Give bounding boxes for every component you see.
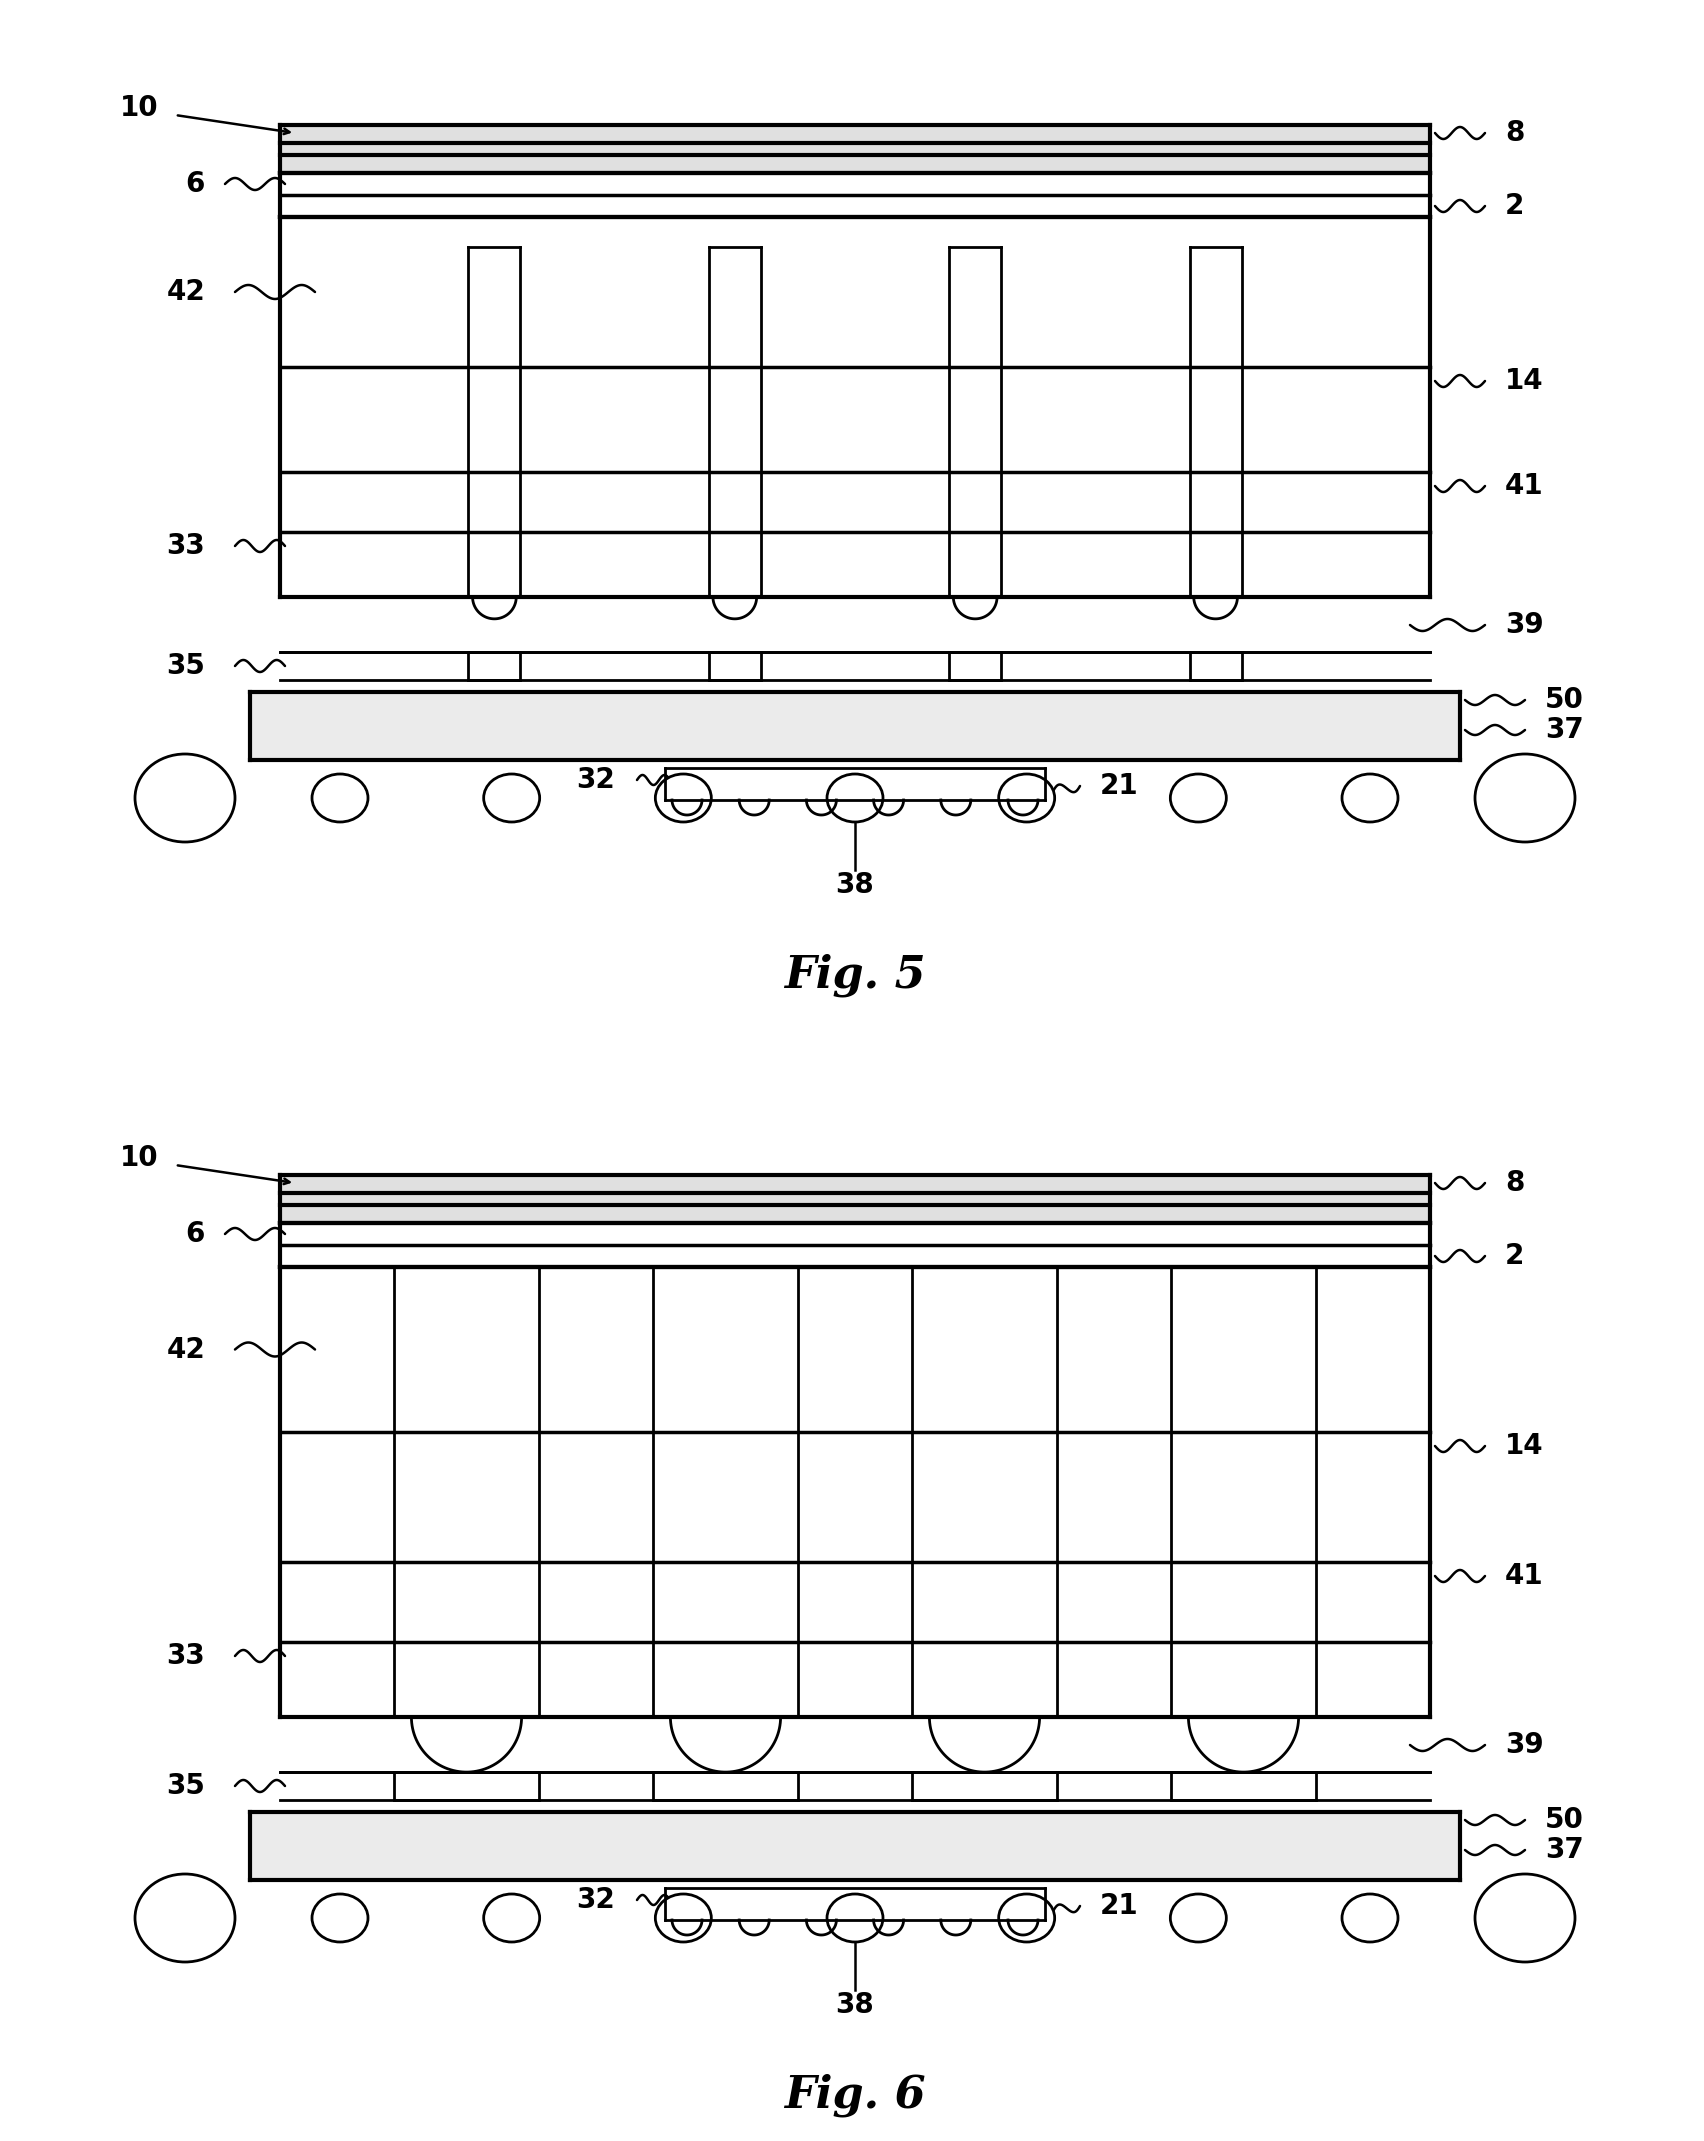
Text: 10: 10 (119, 1143, 158, 1171)
Ellipse shape (1343, 775, 1397, 822)
Ellipse shape (826, 1895, 883, 1942)
Text: 37: 37 (1546, 715, 1583, 745)
Ellipse shape (1476, 1873, 1574, 1961)
Text: 14: 14 (1505, 1432, 1544, 1460)
Ellipse shape (135, 1873, 235, 1961)
Text: 38: 38 (835, 871, 874, 899)
Text: 32: 32 (576, 766, 615, 794)
Text: 42: 42 (167, 278, 204, 306)
Text: 41: 41 (1505, 471, 1544, 501)
Ellipse shape (656, 1895, 711, 1942)
Ellipse shape (999, 775, 1055, 822)
Text: 32: 32 (576, 1886, 615, 1914)
Ellipse shape (826, 775, 883, 822)
Text: Fig. 5: Fig. 5 (784, 953, 925, 998)
Text: 37: 37 (1546, 1837, 1583, 1865)
Text: 6: 6 (186, 1220, 204, 1248)
Ellipse shape (312, 1895, 368, 1942)
Text: 10: 10 (119, 94, 158, 122)
Text: 38: 38 (835, 1991, 874, 2019)
Ellipse shape (135, 754, 235, 841)
Ellipse shape (1171, 1895, 1227, 1942)
Text: 39: 39 (1505, 610, 1544, 638)
Ellipse shape (656, 775, 711, 822)
Text: 2: 2 (1505, 193, 1525, 221)
Text: 8: 8 (1505, 120, 1525, 148)
Ellipse shape (999, 1895, 1055, 1942)
Ellipse shape (1171, 775, 1227, 822)
Ellipse shape (1476, 754, 1574, 841)
Ellipse shape (1343, 1895, 1397, 1942)
Text: 50: 50 (1546, 1807, 1585, 1835)
Text: 6: 6 (186, 169, 204, 197)
Ellipse shape (312, 775, 368, 822)
Text: 33: 33 (167, 531, 204, 561)
Text: 35: 35 (165, 1773, 204, 1801)
Text: 41: 41 (1505, 1563, 1544, 1591)
Text: 39: 39 (1505, 1732, 1544, 1760)
Ellipse shape (484, 775, 540, 822)
Text: 33: 33 (167, 1642, 204, 1670)
Text: 14: 14 (1505, 366, 1544, 394)
Text: 50: 50 (1546, 685, 1585, 713)
Text: 35: 35 (165, 653, 204, 681)
Text: 2: 2 (1505, 1242, 1525, 1270)
Text: 8: 8 (1505, 1169, 1525, 1197)
Text: 42: 42 (167, 1336, 204, 1364)
Ellipse shape (484, 1895, 540, 1942)
Text: Fig. 6: Fig. 6 (784, 2072, 925, 2117)
Text: 21: 21 (1101, 773, 1138, 801)
Text: 21: 21 (1101, 1893, 1138, 1920)
